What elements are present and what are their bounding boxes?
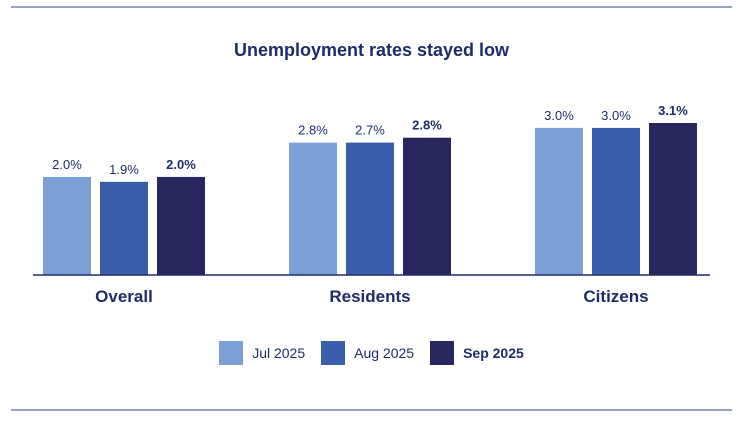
legend-label-aug: Aug 2025 xyxy=(354,345,415,361)
legend-label-sep: Sep 2025 xyxy=(463,345,524,361)
bar-citizens-2 xyxy=(592,127,640,275)
category-label-citizens: Citizens xyxy=(583,287,648,306)
bar-overall-3 xyxy=(157,176,205,275)
bar-overall-2 xyxy=(100,181,148,275)
bar-citizens-1 xyxy=(535,127,583,275)
data-label-overall-2: 1.9% xyxy=(109,162,139,177)
bar-overall-1 xyxy=(43,176,91,275)
category-label-overall: Overall xyxy=(95,287,153,306)
data-label-overall-3: 2.0% xyxy=(166,157,196,172)
data-label-residents-1: 2.8% xyxy=(298,123,328,138)
bar-residents-3 xyxy=(403,137,451,275)
data-label-residents-2: 2.7% xyxy=(355,123,385,138)
data-label-overall-1: 2.0% xyxy=(52,157,82,172)
legend-item-aug: Aug 2025 xyxy=(321,341,414,365)
bar-residents-1 xyxy=(289,142,337,275)
bottom-divider xyxy=(11,409,732,411)
legend-item-sep: Sep 2025 xyxy=(430,341,524,365)
data-label-residents-3: 2.8% xyxy=(412,118,442,133)
chart-title: Unemployment rates stayed low xyxy=(233,40,510,60)
legend-swatch-sep xyxy=(430,341,455,365)
bar-residents-2 xyxy=(346,142,394,275)
legend-swatch-jul xyxy=(219,341,244,365)
legend-label-jul: Jul 2025 xyxy=(252,345,306,361)
data-label-citizens-2: 3.0% xyxy=(601,108,631,123)
top-divider xyxy=(11,6,732,8)
legend-swatch-aug xyxy=(321,341,346,365)
chart-legend: Jul 2025 Aug 2025 Sep 2025 xyxy=(0,341,743,365)
data-label-citizens-1: 3.0% xyxy=(544,108,574,123)
category-label-residents: Residents xyxy=(329,287,410,306)
legend-item-jul: Jul 2025 xyxy=(219,341,305,365)
data-label-citizens-3: 3.1% xyxy=(658,103,688,118)
bar-citizens-3 xyxy=(649,123,697,275)
